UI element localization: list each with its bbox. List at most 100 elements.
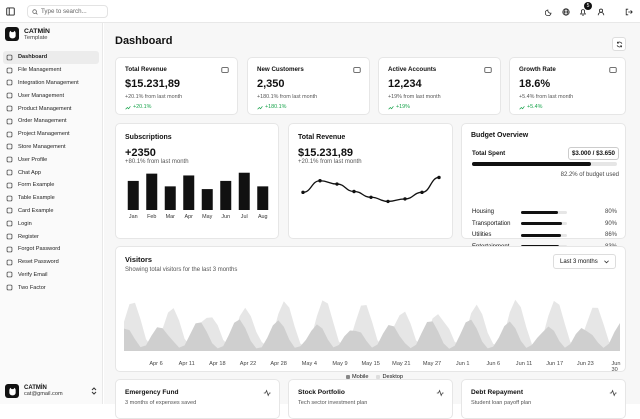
stat-card-active-accounts: Active Accounts 12,234 +19% from last mont… [378, 57, 501, 115]
sidebar-item-label: Verify Email [18, 271, 48, 278]
visitors-area-chart [124, 299, 620, 351]
budget-title: Budget Overview [471, 132, 529, 139]
sidebar-item-user-profile[interactable]: User Profile [3, 153, 99, 166]
sidebar-item-forgot-password[interactable]: Forgot Password [3, 243, 99, 256]
key-icon [6, 246, 13, 253]
sidebar-item-two-factor[interactable]: Two Factor [3, 281, 99, 294]
sidebar-item-user-management[interactable]: User Management [3, 89, 99, 102]
stat-value: 2,350 [257, 78, 285, 90]
stat-trend: +19% [388, 104, 410, 110]
revenue-point-8 [437, 175, 441, 180]
tick-apr: Apr [185, 214, 194, 220]
range-select[interactable]: Last 3 months [553, 254, 616, 269]
goal-title: Stock Portfolio [298, 389, 345, 396]
search-input[interactable]: Type to search... [27, 5, 108, 18]
refresh-button[interactable] [612, 37, 626, 51]
sidebar-item-label: Product Management [18, 105, 72, 112]
sidebar-nav: Dashboard File Management Integration Mana… [3, 51, 99, 294]
revenue-title: Total Revenue [298, 134, 346, 141]
sidebar-item-label: Order Management [18, 118, 67, 125]
sidebar-item-chat-app[interactable]: Chat App [3, 166, 99, 179]
sidebar-item-label: Card Example [18, 207, 54, 214]
brand[interactable]: CATMİN Template [5, 27, 50, 41]
range-select-value: Last 3 months [560, 258, 598, 265]
sidebar-item-register[interactable]: Register [3, 230, 99, 243]
bar-jul [238, 172, 250, 210]
budget-row-bar [521, 233, 567, 237]
legend-item-desktop: Desktop [376, 374, 403, 380]
stat-sub: +20.1% from last month [125, 94, 183, 100]
sidebar-item-form-example[interactable]: Form Example [3, 179, 99, 192]
logout-icon[interactable] [623, 6, 634, 17]
sidebar-item-label: Form Example [18, 182, 55, 189]
sidebar-item-project-management[interactable]: Project Management [3, 128, 99, 141]
avatar [5, 384, 19, 398]
x-tick: Jun 23 [576, 361, 594, 367]
bar-may [201, 189, 213, 210]
chat-icon [6, 169, 13, 176]
bell-icon[interactable] [577, 6, 588, 17]
stat-trend-value: +19% [396, 104, 410, 110]
visitors-card: Visitors Showing total visitors for the … [115, 246, 626, 380]
trend-icon [609, 67, 617, 73]
sidebar-item-login[interactable]: Login [3, 217, 99, 230]
bar-apr [183, 175, 195, 210]
sidebar-item-store-management[interactable]: Store Management [3, 141, 99, 154]
goal-title: Debt Repayment [471, 389, 524, 396]
stat-title: Active Accounts [388, 66, 437, 73]
subscriptions-card: Subscriptions +2350 +80.1% from last mon… [115, 123, 279, 239]
sidebar-item-label: Store Management [18, 143, 66, 150]
x-tick: May 4 [301, 361, 317, 367]
revenue-point-0 [301, 190, 305, 195]
user-icon[interactable] [595, 6, 606, 17]
budget-row-transportation: Transportation 90% [472, 221, 617, 227]
card-icon [484, 67, 492, 73]
x-tick: Apr 18 [209, 361, 226, 367]
user-menu[interactable]: CATMİN cat@gmail.com [5, 384, 97, 398]
budget-card: Budget Overview Total Spent $3.000 / $3.… [461, 123, 626, 250]
sidebar-item-reset-password[interactable]: Reset Password [3, 256, 99, 269]
moon-icon[interactable] [543, 6, 554, 17]
x-tick: Apr 22 [239, 361, 257, 367]
stat-trend-value: +20.1% [133, 104, 152, 110]
sidebar-item-file-management[interactable]: File Management [3, 64, 99, 77]
goal-card-stock-portfolio: Stock Portfolio Tech sector investment pl… [288, 379, 453, 419]
sidebar-item-integration-management[interactable]: Integration Management [3, 77, 99, 90]
stat-card-new-customers: New Customers 2,350 +180.1% from last mont… [247, 57, 370, 115]
sidebar-item-verify-email[interactable]: Verify Email [3, 269, 99, 282]
sidebar-item-label: Reset Password [18, 259, 59, 266]
login-icon [6, 220, 13, 227]
sidebar-item-product-management[interactable]: Product Management [3, 102, 99, 115]
stat-title: Total Revenue [125, 66, 167, 73]
globe-icon[interactable] [560, 6, 571, 17]
sidebar [0, 23, 103, 404]
revenue-point-5 [386, 199, 390, 204]
brand-name: CATMİN [24, 27, 50, 35]
sidebar-item-order-management[interactable]: Order Management [3, 115, 99, 128]
user-name: CATMİN [24, 385, 47, 391]
sidebar-item-table-example[interactable]: Table Example [3, 192, 99, 205]
legend-label-desktop: Desktop [382, 374, 404, 380]
trending-up-icon [388, 105, 394, 110]
subscriptions-title: Subscriptions [125, 134, 172, 141]
stat-title: Growth Rate [519, 66, 556, 73]
subscriptions-bar-chart: Jan Feb Mar Apr May Jun Jul Aug [127, 172, 269, 220]
sidebar-toggle-icon[interactable] [5, 6, 16, 17]
sidebar-item-dashboard[interactable]: Dashboard [3, 51, 99, 64]
sidebar-item-card-example[interactable]: Card Example [3, 205, 99, 218]
budget-progress [472, 162, 617, 166]
tick-jul: Jul [241, 214, 248, 220]
box-icon [6, 105, 13, 112]
user-icon [6, 156, 13, 163]
revenue-point-1 [318, 179, 322, 183]
bar-mar [164, 186, 176, 210]
mail-icon [6, 272, 13, 278]
goal-card-debt-repayment: Debt Repayment Student loan payoff plan [461, 379, 626, 419]
folder-icon [6, 131, 13, 137]
trending-up-icon [125, 105, 131, 110]
visitors-title: Visitors [125, 255, 152, 264]
revenue-value: $15.231,89 [298, 147, 354, 159]
budget-row-fill [521, 233, 561, 237]
stat-sub: +19% from last month [388, 94, 441, 100]
file-icon [6, 67, 13, 73]
